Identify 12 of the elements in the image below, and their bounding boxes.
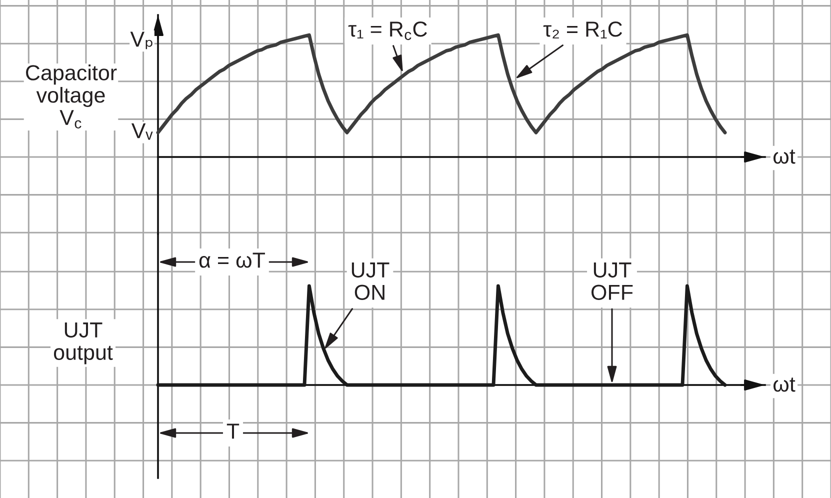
x-axis-title: ωt — [773, 150, 796, 164]
annotation: Vᵥ — [131, 123, 153, 140]
y-axis-title: UJT output — [54, 322, 113, 364]
annotation: τ₂ = R₁C — [543, 22, 622, 38]
annotation: UJT ON — [352, 262, 390, 300]
text: T — [226, 424, 240, 439]
text: Vₚ — [130, 32, 152, 50]
annotation: UJT OFF — [592, 262, 633, 300]
annotation: τ₁ = R$_{c}$C — [348, 22, 427, 40]
x-axis-title: ωt — [773, 378, 796, 392]
text: α = ωT — [199, 252, 265, 268]
y-axis-title: Capacitor voltage V$_{c}$ — [26, 64, 117, 128]
